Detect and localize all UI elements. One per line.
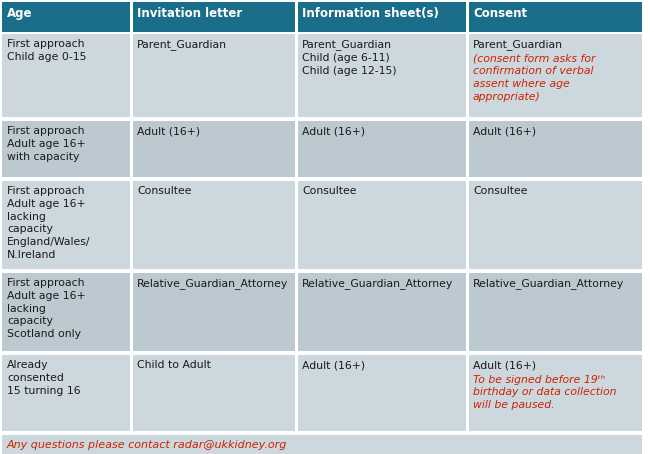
Text: To be signed before 19ᵗʰ
birthday or data collection
will be paused.: To be signed before 19ᵗʰ birthday or dat… — [473, 375, 616, 410]
Text: First approach
Child age 0-15: First approach Child age 0-15 — [7, 39, 86, 62]
Text: Adult (16+): Adult (16+) — [302, 126, 365, 136]
Text: Adult (16+): Adult (16+) — [473, 126, 536, 136]
Text: Adult (16+): Adult (16+) — [137, 126, 200, 136]
Bar — [2, 119, 642, 121]
Text: First approach
Adult age 16+
lacking
capacity
Scotland only: First approach Adult age 16+ lacking cap… — [7, 278, 86, 339]
Text: Consultee: Consultee — [137, 186, 192, 196]
Bar — [468, 181, 642, 269]
Bar — [2, 435, 642, 454]
Bar — [468, 121, 642, 177]
Text: Parent_Guardian
Child (age 6-11)
Child (age 12-15): Parent_Guardian Child (age 6-11) Child (… — [302, 39, 396, 75]
Bar — [297, 355, 466, 431]
Text: First approach
Adult age 16+
with capacity: First approach Adult age 16+ with capaci… — [7, 126, 86, 162]
Bar — [132, 34, 295, 117]
Bar — [297, 181, 466, 269]
Bar — [131, 273, 133, 351]
Text: Relative_Guardian_Attorney: Relative_Guardian_Attorney — [137, 278, 288, 289]
Bar — [296, 355, 298, 431]
Bar — [2, 355, 130, 431]
Bar — [131, 2, 133, 32]
Bar — [296, 34, 298, 117]
Bar — [296, 181, 298, 269]
Bar — [132, 181, 295, 269]
Bar — [297, 273, 466, 351]
Bar — [2, 273, 130, 351]
Bar — [467, 181, 469, 269]
Text: Adult (16+): Adult (16+) — [473, 360, 536, 370]
Bar — [467, 273, 469, 351]
Bar — [467, 355, 469, 431]
Bar — [468, 273, 642, 351]
Bar — [2, 32, 642, 34]
Text: Child to Adult: Child to Adult — [137, 360, 211, 370]
Text: Invitation letter: Invitation letter — [137, 7, 242, 20]
Bar — [468, 355, 642, 431]
Bar — [2, 353, 642, 355]
Text: Already
consented
15 turning 16: Already consented 15 turning 16 — [7, 360, 81, 395]
Text: Any questions please contact radar@ukkidney.org: Any questions please contact radar@ukkid… — [7, 440, 287, 450]
Bar — [131, 34, 133, 117]
Bar — [2, 34, 130, 117]
Bar — [297, 121, 466, 177]
Text: Relative_Guardian_Attorney: Relative_Guardian_Attorney — [473, 278, 624, 289]
Bar — [296, 2, 298, 32]
Bar — [296, 273, 298, 351]
Text: Consultee: Consultee — [302, 186, 356, 196]
Text: First approach
Adult age 16+
lacking
capacity
England/Wales/
N.Ireland: First approach Adult age 16+ lacking cap… — [7, 186, 90, 260]
Bar — [132, 273, 295, 351]
Bar — [131, 355, 133, 431]
Bar — [132, 121, 295, 177]
Bar — [2, 121, 130, 177]
Bar — [468, 2, 642, 32]
Bar — [296, 121, 298, 177]
Text: Adult (16+): Adult (16+) — [302, 360, 365, 370]
Bar — [2, 179, 642, 181]
Bar — [2, 433, 642, 435]
Bar — [467, 121, 469, 177]
Bar — [2, 271, 642, 273]
Text: (consent form asks for
confirmation of verbal
assent where age
appropriate): (consent form asks for confirmation of v… — [473, 54, 595, 102]
Bar — [467, 34, 469, 117]
Text: Information sheet(s): Information sheet(s) — [302, 7, 439, 20]
Bar — [468, 34, 642, 117]
Bar — [131, 181, 133, 269]
Text: Parent_Guardian: Parent_Guardian — [137, 39, 227, 50]
Bar — [132, 355, 295, 431]
Text: Parent_Guardian: Parent_Guardian — [473, 39, 563, 50]
Bar — [132, 2, 295, 32]
Bar — [2, 2, 130, 32]
Bar — [467, 2, 469, 32]
Bar — [297, 34, 466, 117]
Text: Consultee: Consultee — [473, 186, 528, 196]
Text: Relative_Guardian_Attorney: Relative_Guardian_Attorney — [302, 278, 453, 289]
Bar — [131, 121, 133, 177]
Text: Consent: Consent — [473, 7, 527, 20]
Text: Age: Age — [7, 7, 33, 20]
Bar — [2, 181, 130, 269]
Bar — [297, 2, 466, 32]
